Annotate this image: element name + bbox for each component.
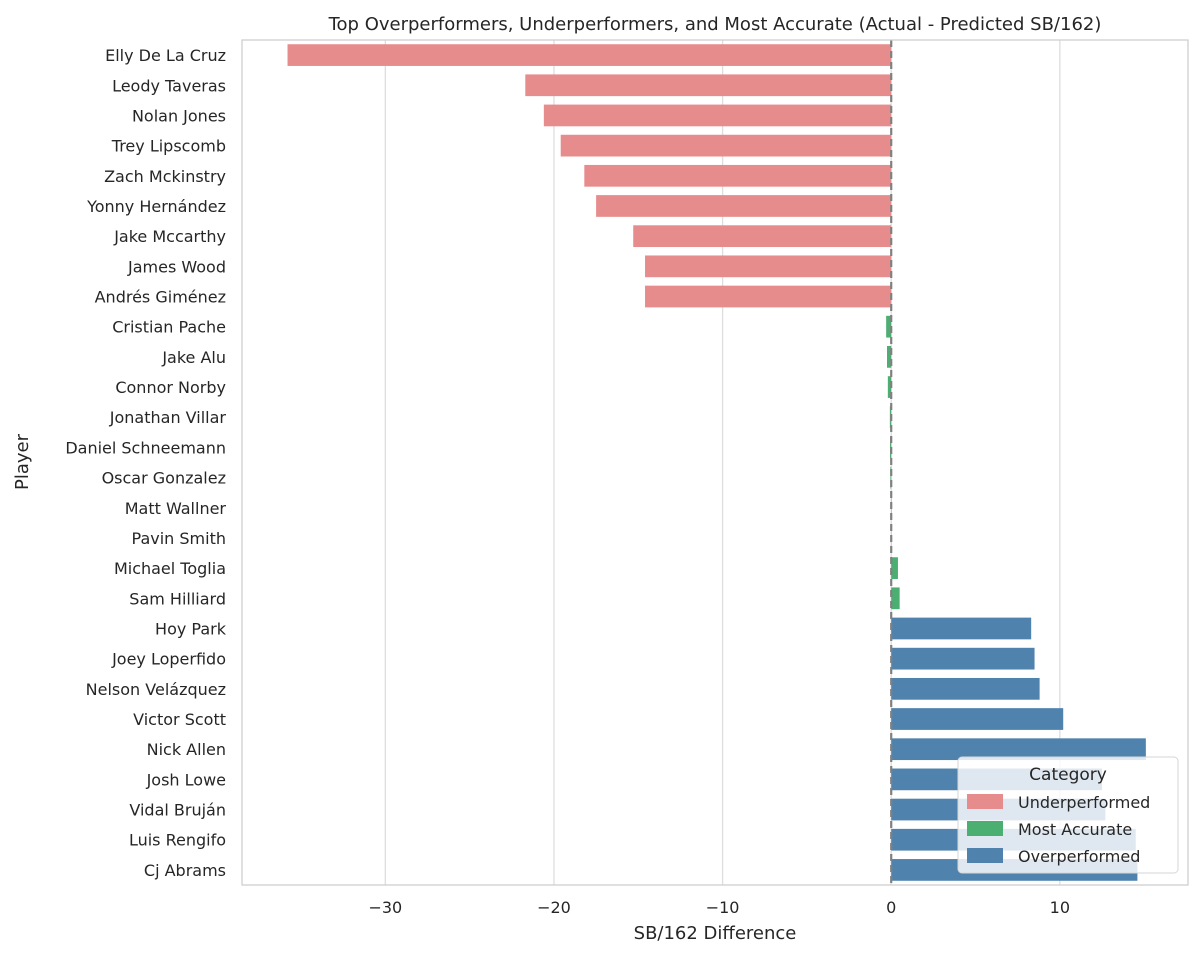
legend-swatch — [967, 794, 1003, 809]
x-tick-label: −10 — [706, 898, 740, 917]
bars — [288, 44, 1146, 881]
y-tick-label: Jake Mccarthy — [113, 227, 226, 246]
y-tick-label: Cj Abrams — [144, 861, 226, 880]
legend-swatch — [967, 821, 1003, 836]
y-tick-label: Trey Lipscomb — [111, 137, 226, 156]
x-tick-label: −30 — [368, 898, 402, 917]
bar-underperformed — [544, 105, 891, 127]
y-tick-label: Nelson Velázquez — [86, 680, 226, 699]
chart-title: Top Overperformers, Underperformers, and… — [328, 14, 1102, 35]
bar-overperformed — [891, 708, 1063, 730]
y-tick-label: Pavin Smith — [132, 529, 226, 548]
bar-underperformed — [633, 225, 891, 247]
y-tick-label: Sam Hilliard — [129, 589, 226, 608]
bar-underperformed — [288, 44, 892, 66]
x-tick-labels: −30 −20 −10 0 10 — [368, 898, 1070, 917]
legend-label: Overperformed — [1018, 847, 1140, 866]
bar-overperformed — [891, 678, 1039, 700]
bar-most-accurate — [891, 587, 899, 609]
y-tick-label: Nolan Jones — [132, 106, 226, 125]
y-tick-label: Hoy Park — [155, 619, 227, 638]
y-tick-label: Michael Toglia — [114, 559, 226, 578]
y-tick-label: Luis Rengifo — [129, 831, 226, 850]
x-tick-label: −20 — [537, 898, 571, 917]
y-tick-label: Victor Scott — [133, 710, 226, 729]
y-tick-label: Nick Allen — [147, 740, 226, 759]
legend-title: Category — [1029, 765, 1107, 785]
y-tick-label: Vidal Bruján — [129, 801, 226, 820]
x-tick-label: 0 — [886, 898, 896, 917]
y-tick-label: Connor Norby — [115, 378, 226, 397]
y-tick-label: Matt Wallner — [125, 499, 227, 518]
legend-label: Underperformed — [1018, 793, 1150, 812]
x-axis-label: SB/162 Difference — [634, 923, 797, 944]
y-tick-label: Andrés Giménez — [95, 288, 226, 307]
legend-label: Most Accurate — [1018, 820, 1132, 839]
bar-underperformed — [645, 286, 891, 308]
legend-entries: Underperformed Most Accurate Overperformed — [967, 793, 1150, 866]
x-tick-label: 10 — [1050, 898, 1070, 917]
bar-underperformed — [525, 74, 891, 96]
legend-swatch — [967, 848, 1003, 863]
y-tick-label: Josh Lowe — [146, 770, 226, 789]
y-tick-labels: Elly De La Cruz Leody Taveras Nolan Jones T… — [65, 46, 226, 880]
y-tick-label: Jonathan Villar — [109, 408, 227, 427]
bar-underperformed — [584, 165, 891, 187]
bar-underperformed — [596, 195, 891, 217]
y-tick-label: Daniel Schneemann — [65, 438, 226, 457]
bar-overperformed — [891, 648, 1034, 670]
y-tick-label: Zach Mckinstry — [104, 167, 226, 186]
y-tick-label: Oscar Gonzalez — [102, 469, 226, 488]
y-tick-label: Leody Taveras — [112, 76, 226, 95]
y-tick-label: Elly De La Cruz — [105, 46, 226, 65]
bar-underperformed — [561, 135, 892, 157]
y-tick-label: Jake Alu — [161, 348, 226, 367]
bar-underperformed — [645, 255, 891, 277]
bar-overperformed — [891, 618, 1031, 640]
y-tick-label: Cristian Pache — [112, 318, 226, 337]
y-tick-label: Joey Loperfido — [111, 650, 226, 669]
y-axis-label: Player — [12, 433, 33, 490]
y-tick-label: Yonny Hernández — [86, 197, 226, 216]
legend: Category Underperformed Most Accurate Over… — [958, 757, 1178, 873]
y-tick-label: James Wood — [127, 257, 226, 276]
